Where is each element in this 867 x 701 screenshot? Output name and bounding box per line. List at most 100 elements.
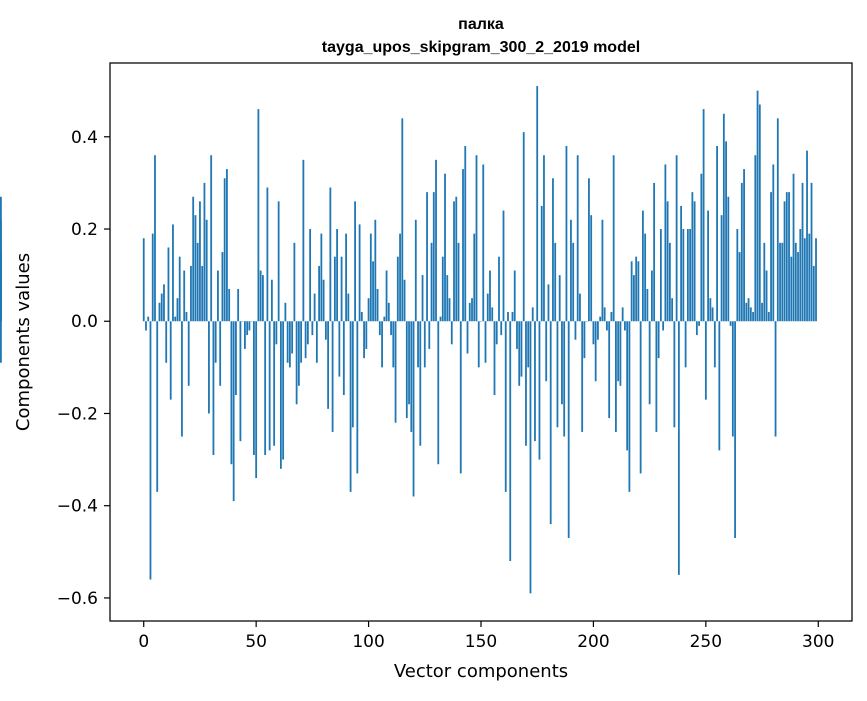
bar-component-133 (442, 257, 444, 322)
bar-component-24 (197, 243, 199, 321)
bar-component-240 (682, 229, 684, 321)
bar-component-159 (500, 321, 502, 335)
bar-component-9 (163, 284, 165, 321)
bar-component-258 (723, 114, 725, 322)
bar-component-26 (201, 266, 203, 321)
bar-component-147 (473, 234, 475, 322)
bar-component-74 (309, 229, 311, 321)
bar-component-86 (336, 229, 338, 321)
bar-component-46 (246, 321, 248, 335)
bar-component-87 (338, 321, 340, 376)
bar-component-2 (147, 317, 149, 322)
bar-component-125 (424, 321, 426, 367)
bar-component-138 (453, 201, 455, 321)
bar-component-163 (509, 321, 511, 561)
bar-component-89 (343, 321, 345, 395)
bar-component-36 (224, 178, 226, 321)
bar-component-122 (417, 321, 419, 367)
bar-component-219 (635, 257, 637, 322)
bar-component-75 (311, 321, 313, 335)
bar-component-132 (440, 317, 442, 322)
bar-component-152 (485, 321, 487, 363)
bar-component-107 (383, 317, 385, 322)
bar-component-265 (739, 252, 741, 321)
bar-component-144 (467, 321, 469, 353)
bar-component-28 (206, 220, 208, 321)
bar-component-124 (422, 275, 424, 321)
bar-component-153 (487, 294, 489, 322)
bar-component-196 (584, 321, 586, 358)
bar-component-134 (444, 174, 446, 322)
bar-component-232 (664, 164, 666, 321)
bar-component-117 (406, 321, 408, 418)
bar-component-183 (554, 243, 556, 321)
bar-component-40 (233, 321, 235, 501)
bar-component-136 (449, 298, 451, 321)
bar-component-20 (188, 321, 190, 386)
bar-component-235 (671, 298, 673, 321)
bar-component-95 (356, 321, 358, 473)
bar-component-264 (736, 229, 738, 321)
bar-component-211 (617, 321, 619, 381)
bar-component-104 (377, 289, 379, 321)
bar-component-295 (806, 151, 808, 322)
bar-component-225 (649, 321, 651, 404)
bar-component-262 (732, 321, 734, 436)
bar-component-49 (253, 321, 255, 455)
bar-component-160 (503, 211, 505, 322)
bar-component-78 (318, 266, 320, 321)
bar-component-233 (667, 201, 669, 321)
bar-component-76 (314, 294, 316, 322)
bar-component-145 (469, 303, 471, 321)
bar-component-164 (512, 312, 514, 321)
bar-component-37 (226, 169, 228, 321)
bar-component-230 (660, 229, 662, 321)
bar-component-217 (631, 261, 633, 321)
bar-component-259 (725, 141, 727, 321)
bar-component-268 (745, 303, 747, 321)
bar-component-223 (644, 234, 646, 322)
bar-component-98 (363, 321, 365, 358)
bar-component-171 (527, 321, 529, 367)
bar-component-194 (579, 294, 581, 322)
bar-component-23 (195, 215, 197, 321)
bar-component-199 (590, 215, 592, 321)
bar-component-123 (419, 321, 421, 446)
bar-component-19 (186, 312, 188, 321)
bar-component-118 (408, 321, 410, 404)
bar-component-103 (374, 220, 376, 321)
bar-component-119 (410, 321, 412, 432)
bar-component-55 (266, 188, 268, 322)
bar-component-21 (190, 266, 192, 321)
bar-component-287 (788, 192, 790, 321)
bars-layer (0, 86, 817, 593)
bar-component-272 (754, 155, 756, 321)
bar-component-257 (721, 215, 723, 321)
bar-component-131 (437, 321, 439, 464)
bar-component-79 (320, 234, 322, 322)
bar-component-156 (494, 321, 496, 395)
x-tick-label: 0 (138, 632, 149, 652)
x-tick-label: 50 (245, 632, 267, 652)
bar-component-80 (323, 280, 325, 322)
bar-component-285 (784, 201, 786, 321)
bar-component-298 (813, 266, 815, 321)
bar-component-282 (777, 118, 779, 321)
bar-component-8 (161, 294, 163, 322)
bar-component-39 (231, 321, 233, 464)
bar-component-277 (766, 271, 768, 322)
bar-component-224 (646, 289, 648, 321)
bar-component-18 (183, 271, 185, 322)
bar-component-50 (255, 321, 257, 478)
bar-component-221 (640, 321, 642, 473)
bar-component-15 (177, 298, 179, 321)
x-tick-label: 300 (802, 632, 834, 652)
x-tick-label: 200 (577, 632, 609, 652)
bar-component-222 (642, 211, 644, 322)
bar-component-62 (282, 321, 284, 459)
bar-component-270 (750, 307, 752, 321)
bar-component-71 (302, 160, 304, 321)
bar-component-243 (689, 229, 691, 321)
bar-component-73 (307, 321, 309, 344)
